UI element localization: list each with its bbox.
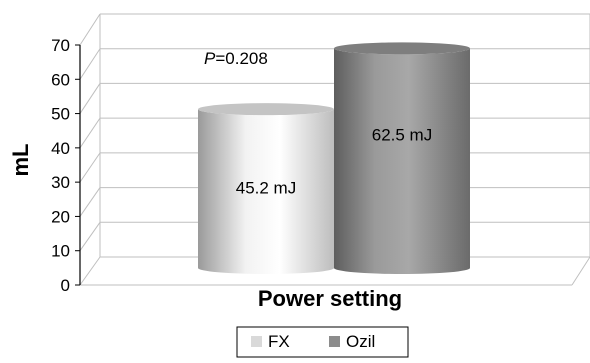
p-value-symbol: P bbox=[204, 49, 216, 68]
bar-body-ozil bbox=[334, 48, 470, 274]
legend-label-fx: FX bbox=[268, 332, 290, 351]
bars bbox=[198, 42, 470, 274]
p-value-annotation: P=0.208 bbox=[204, 49, 268, 68]
y-tick-label: 30 bbox=[51, 173, 70, 192]
legend: FX Ozil bbox=[236, 326, 409, 358]
y-tick-label: 70 bbox=[51, 36, 70, 55]
gridline-diagonal bbox=[79, 13, 101, 46]
data-label-ozil: 62.5 mJ bbox=[372, 126, 432, 145]
gridline-diagonal bbox=[79, 256, 101, 286]
gridline-diagonal bbox=[79, 48, 101, 80]
p-value-text: =0.208 bbox=[215, 49, 267, 68]
bar-fx bbox=[198, 103, 334, 274]
y-tick-label: 10 bbox=[51, 242, 70, 261]
gridline-diagonal bbox=[79, 221, 101, 252]
floor-right-edge bbox=[571, 256, 590, 286]
y-axis: 0 10 20 30 40 50 60 70 bbox=[51, 36, 81, 295]
gridline-diagonal bbox=[79, 83, 101, 114]
gridline-diagonal bbox=[79, 187, 101, 217]
bar-ozil bbox=[334, 42, 470, 274]
y-tick-label: 0 bbox=[61, 276, 70, 295]
gridline-diagonal bbox=[79, 152, 101, 183]
y-axis-label: mL bbox=[8, 144, 33, 177]
y-tick-label: 60 bbox=[51, 70, 70, 89]
bar-body-fx bbox=[198, 109, 334, 274]
chart-back-wall bbox=[99, 14, 590, 257]
x-axis-label: Power setting bbox=[258, 286, 402, 311]
legend-swatch-ozil bbox=[329, 336, 340, 347]
y-tick-label: 50 bbox=[51, 105, 70, 124]
legend-label-ozil: Ozil bbox=[346, 332, 375, 351]
y-tick-label: 40 bbox=[51, 139, 70, 158]
data-labels: 45.2 mJ 62.5 mJ bbox=[236, 126, 432, 198]
legend-box bbox=[236, 326, 409, 358]
bar-top-fx bbox=[198, 103, 334, 116]
gridline-diagonal bbox=[79, 117, 101, 149]
y-tick-label: 20 bbox=[51, 207, 70, 226]
data-label-fx: 45.2 mJ bbox=[236, 178, 296, 197]
legend-swatch-fx bbox=[251, 336, 262, 347]
bar-top-ozil bbox=[334, 42, 470, 55]
